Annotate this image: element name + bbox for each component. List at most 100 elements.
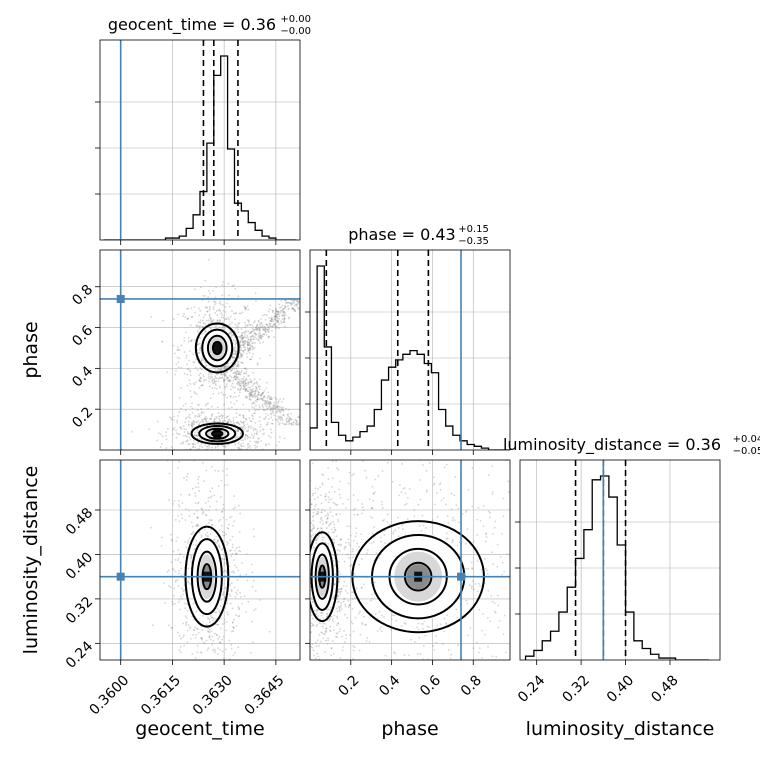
sample-point <box>222 592 225 595</box>
sample-point <box>287 301 289 304</box>
sample-point <box>205 469 208 472</box>
sample-point <box>290 423 292 425</box>
sample-point <box>379 536 382 539</box>
sample-point <box>240 433 242 435</box>
sample-point <box>224 419 226 422</box>
sample-point <box>201 319 204 322</box>
sample-point <box>370 542 373 545</box>
sample-point <box>253 407 256 409</box>
sample-point <box>465 509 468 512</box>
sample-point <box>294 621 296 623</box>
sample-point <box>330 606 332 609</box>
sample-point <box>203 418 206 420</box>
sample-point <box>413 515 416 518</box>
sample-point <box>237 331 240 334</box>
sample-point <box>201 446 204 449</box>
sample-point <box>256 363 259 366</box>
sample-point <box>416 677 418 679</box>
sample-point <box>471 505 474 508</box>
sample-point <box>236 362 239 365</box>
sample-point <box>231 284 234 287</box>
sample-point <box>247 446 250 449</box>
sample-point <box>236 446 239 449</box>
sample-point <box>312 649 315 652</box>
sample-point <box>401 524 404 527</box>
sample-point <box>177 361 180 364</box>
sample-point <box>478 647 481 650</box>
sample-point <box>195 633 198 636</box>
sample-point <box>189 438 192 441</box>
sample-point <box>171 600 173 603</box>
sample-point <box>196 651 199 654</box>
sample-point <box>249 358 252 361</box>
sample-point <box>261 392 264 395</box>
sample-point <box>511 536 513 538</box>
sample-point <box>236 387 239 390</box>
sample-point <box>329 608 331 611</box>
sample-point <box>173 594 175 597</box>
sample-point <box>238 382 241 385</box>
sample-point <box>403 622 406 624</box>
sample-point <box>289 416 291 419</box>
sample-point <box>203 458 205 460</box>
sample-point <box>335 460 338 463</box>
sample-point <box>298 535 300 537</box>
sample-point <box>397 535 400 538</box>
sample-point <box>338 607 341 610</box>
sample-point <box>284 423 287 426</box>
sample-point <box>320 631 322 634</box>
sample-point <box>471 467 474 469</box>
sample-point <box>301 301 303 303</box>
sample-point <box>199 380 202 383</box>
sample-point <box>266 328 269 331</box>
sample-point <box>263 396 265 399</box>
sample-point <box>231 367 234 370</box>
sample-point <box>219 648 221 651</box>
sample-point <box>457 670 459 672</box>
sample-point <box>329 625 332 628</box>
sample-point <box>192 420 195 422</box>
sample-point <box>201 666 203 668</box>
sample-point <box>312 527 315 530</box>
sample-point <box>234 427 237 430</box>
sample-point <box>250 389 253 392</box>
sample-point <box>185 546 188 549</box>
sample-point <box>208 618 211 621</box>
sample-point <box>207 500 210 503</box>
sample-point <box>231 546 234 549</box>
sample-point <box>366 549 369 551</box>
sample-point <box>250 358 253 360</box>
sample-point <box>254 427 257 430</box>
sample-point <box>311 515 314 518</box>
sample-point <box>254 447 257 449</box>
sample-point <box>327 639 330 642</box>
sample-point <box>469 627 472 629</box>
sample-point <box>417 628 420 631</box>
sample-point <box>190 556 192 559</box>
sample-point <box>258 393 261 396</box>
sample-point <box>432 476 435 479</box>
sample-point <box>214 668 216 670</box>
sample-point <box>380 503 383 506</box>
sample-point <box>253 328 256 331</box>
sample-point <box>280 409 283 412</box>
sample-point <box>241 380 244 383</box>
sample-point <box>288 316 291 319</box>
sample-point <box>222 316 225 319</box>
sample-point <box>241 337 244 340</box>
sample-point <box>235 625 238 627</box>
sample-point <box>232 312 235 315</box>
sample-point <box>269 322 272 325</box>
sample-point <box>176 419 179 422</box>
sample-point <box>206 310 209 313</box>
sample-point <box>277 417 280 420</box>
sample-point <box>252 387 255 390</box>
sample-point <box>255 433 258 436</box>
sample-point <box>491 600 494 603</box>
sample-point <box>235 552 238 555</box>
sample-point <box>286 417 288 420</box>
sample-point <box>324 498 327 501</box>
sample-point <box>351 474 354 477</box>
sample-point <box>191 532 194 535</box>
sample-point <box>237 646 240 648</box>
